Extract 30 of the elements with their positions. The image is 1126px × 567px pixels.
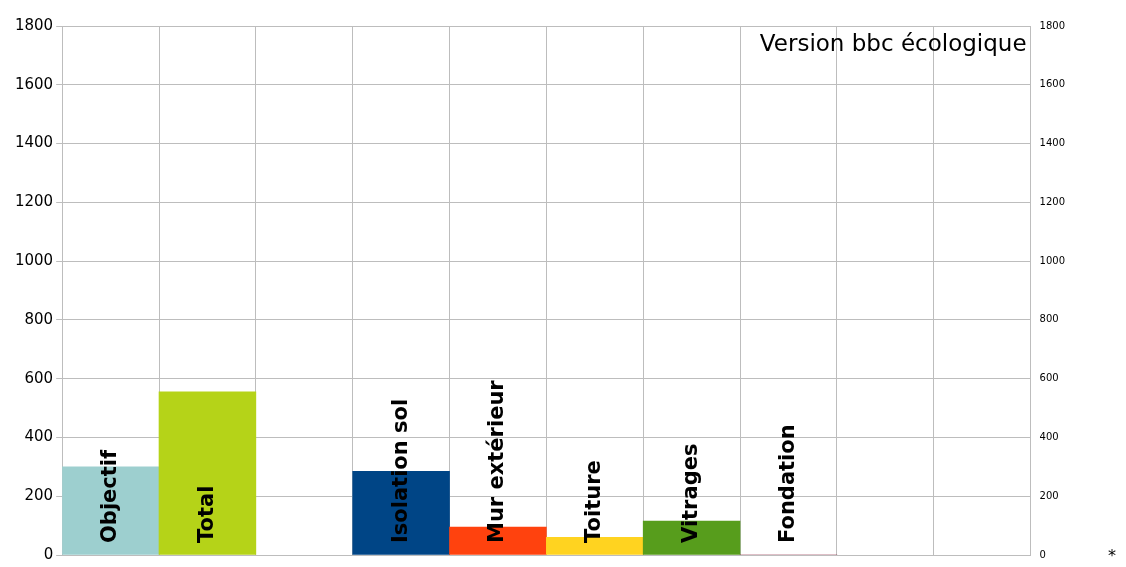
- y2-tick-label: 600: [1039, 372, 1059, 384]
- bar: [158, 391, 257, 555]
- x-tick-label: Mur extérieur: [484, 379, 509, 543]
- y-tick-label: 200: [24, 486, 54, 505]
- text: *: [1108, 546, 1116, 566]
- x-tick-label: Total: [193, 485, 218, 543]
- y2-tick-label: 1400: [1039, 137, 1065, 149]
- y-tick-label: 0: [43, 544, 54, 563]
- y-tick-label: 400: [24, 427, 54, 446]
- x-tick-label: Toiture: [581, 460, 606, 543]
- y2-tick-label: 0: [1039, 548, 1046, 560]
- y2-tick-label: 1800: [1039, 19, 1065, 31]
- y-tick-label: 1000: [14, 251, 54, 269]
- y2-tick-label: 1200: [1039, 195, 1065, 207]
- y-tick-label: 1200: [14, 192, 54, 211]
- y2-tick-label: 1000: [1039, 254, 1065, 266]
- y2-tick-label: 200: [1039, 489, 1059, 501]
- y-tick-label: 600: [24, 368, 54, 387]
- x-tick-label: Fondation: [774, 424, 799, 543]
- x-tick-label: Objectif: [97, 448, 122, 543]
- x-tick-label: Vitrages: [678, 443, 703, 543]
- y-tick-label: 1800: [14, 15, 54, 34]
- chart-title: Version bbc écologique: [759, 30, 1027, 57]
- y-tick-label: 800: [24, 309, 54, 328]
- y2-tick-label: 1600: [1039, 78, 1065, 90]
- y2-tick-label: 800: [1039, 313, 1059, 325]
- y2-tick-label: 400: [1039, 431, 1059, 443]
- y-tick-label: 1600: [14, 74, 54, 93]
- y-tick-label: 1400: [14, 133, 54, 152]
- x-tick-label: Isolation sol: [387, 398, 412, 543]
